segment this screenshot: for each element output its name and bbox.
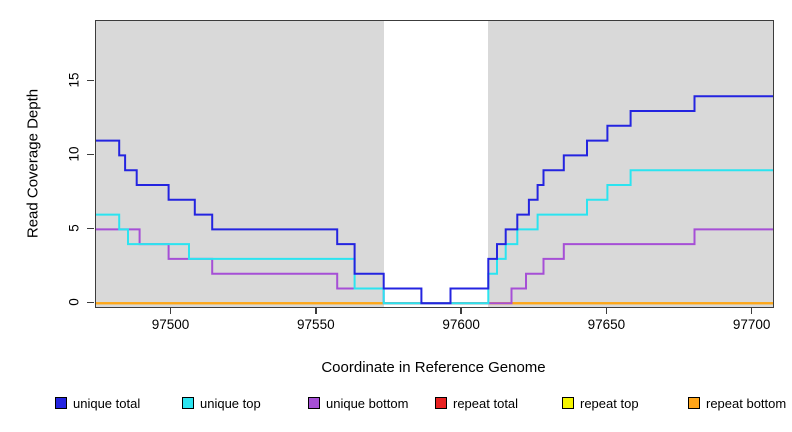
x-tick — [169, 308, 172, 314]
legend-label: unique total — [73, 395, 141, 411]
x-tick — [605, 308, 608, 314]
y-tick-label: 15 — [66, 72, 82, 88]
legend-swatch — [688, 397, 700, 409]
legend-item-unique-total: unique total — [55, 395, 141, 411]
x-tick-label: 97700 — [732, 317, 771, 332]
legend-swatch — [435, 397, 447, 409]
legend-label: unique bottom — [326, 395, 409, 411]
x-tick — [750, 308, 753, 314]
x-tick-label: 97650 — [587, 317, 626, 332]
y-tick — [87, 153, 94, 156]
legend-swatch — [55, 397, 67, 409]
legend-swatch — [182, 397, 194, 409]
series-line-unique-bottom — [96, 228, 773, 305]
y-axis-label: Read Coverage Depth — [24, 88, 42, 239]
legend-item-unique-top: unique top — [182, 395, 261, 411]
legend-label: repeat top — [580, 395, 639, 411]
legend-label: repeat bottom — [706, 395, 787, 411]
x-tick-label: 97500 — [151, 317, 190, 332]
legend-swatch — [308, 397, 320, 409]
legend-swatch — [562, 397, 574, 409]
legend-item-repeat-total: repeat total — [435, 395, 519, 411]
x-tick — [315, 308, 317, 314]
plot-panel — [95, 20, 774, 308]
series-line-unique-total — [96, 95, 773, 305]
x-tick-label: 97550 — [297, 317, 335, 332]
legend-item-repeat-top: repeat top — [562, 395, 639, 411]
series-lines — [96, 95, 773, 305]
y-tick-label: 5 — [66, 224, 82, 233]
y-tick — [87, 301, 94, 304]
x-axis-label: Coordinate in Reference Genome — [321, 359, 546, 376]
masked-region — [383, 21, 489, 307]
y-tick-label: 0 — [66, 298, 82, 307]
y-tick-label: 10 — [66, 146, 82, 162]
y-tick — [87, 79, 94, 82]
y-tick — [87, 227, 94, 230]
legend-label: unique top — [200, 395, 261, 411]
series-line-unique-top — [96, 169, 773, 305]
legend-label: repeat total — [453, 395, 519, 411]
x-tick — [460, 308, 462, 314]
legend-item-repeat-bottom: repeat bottom — [688, 395, 787, 411]
legend-item-unique-bottom: unique bottom — [308, 395, 409, 411]
x-tick-label: 97600 — [442, 317, 480, 332]
